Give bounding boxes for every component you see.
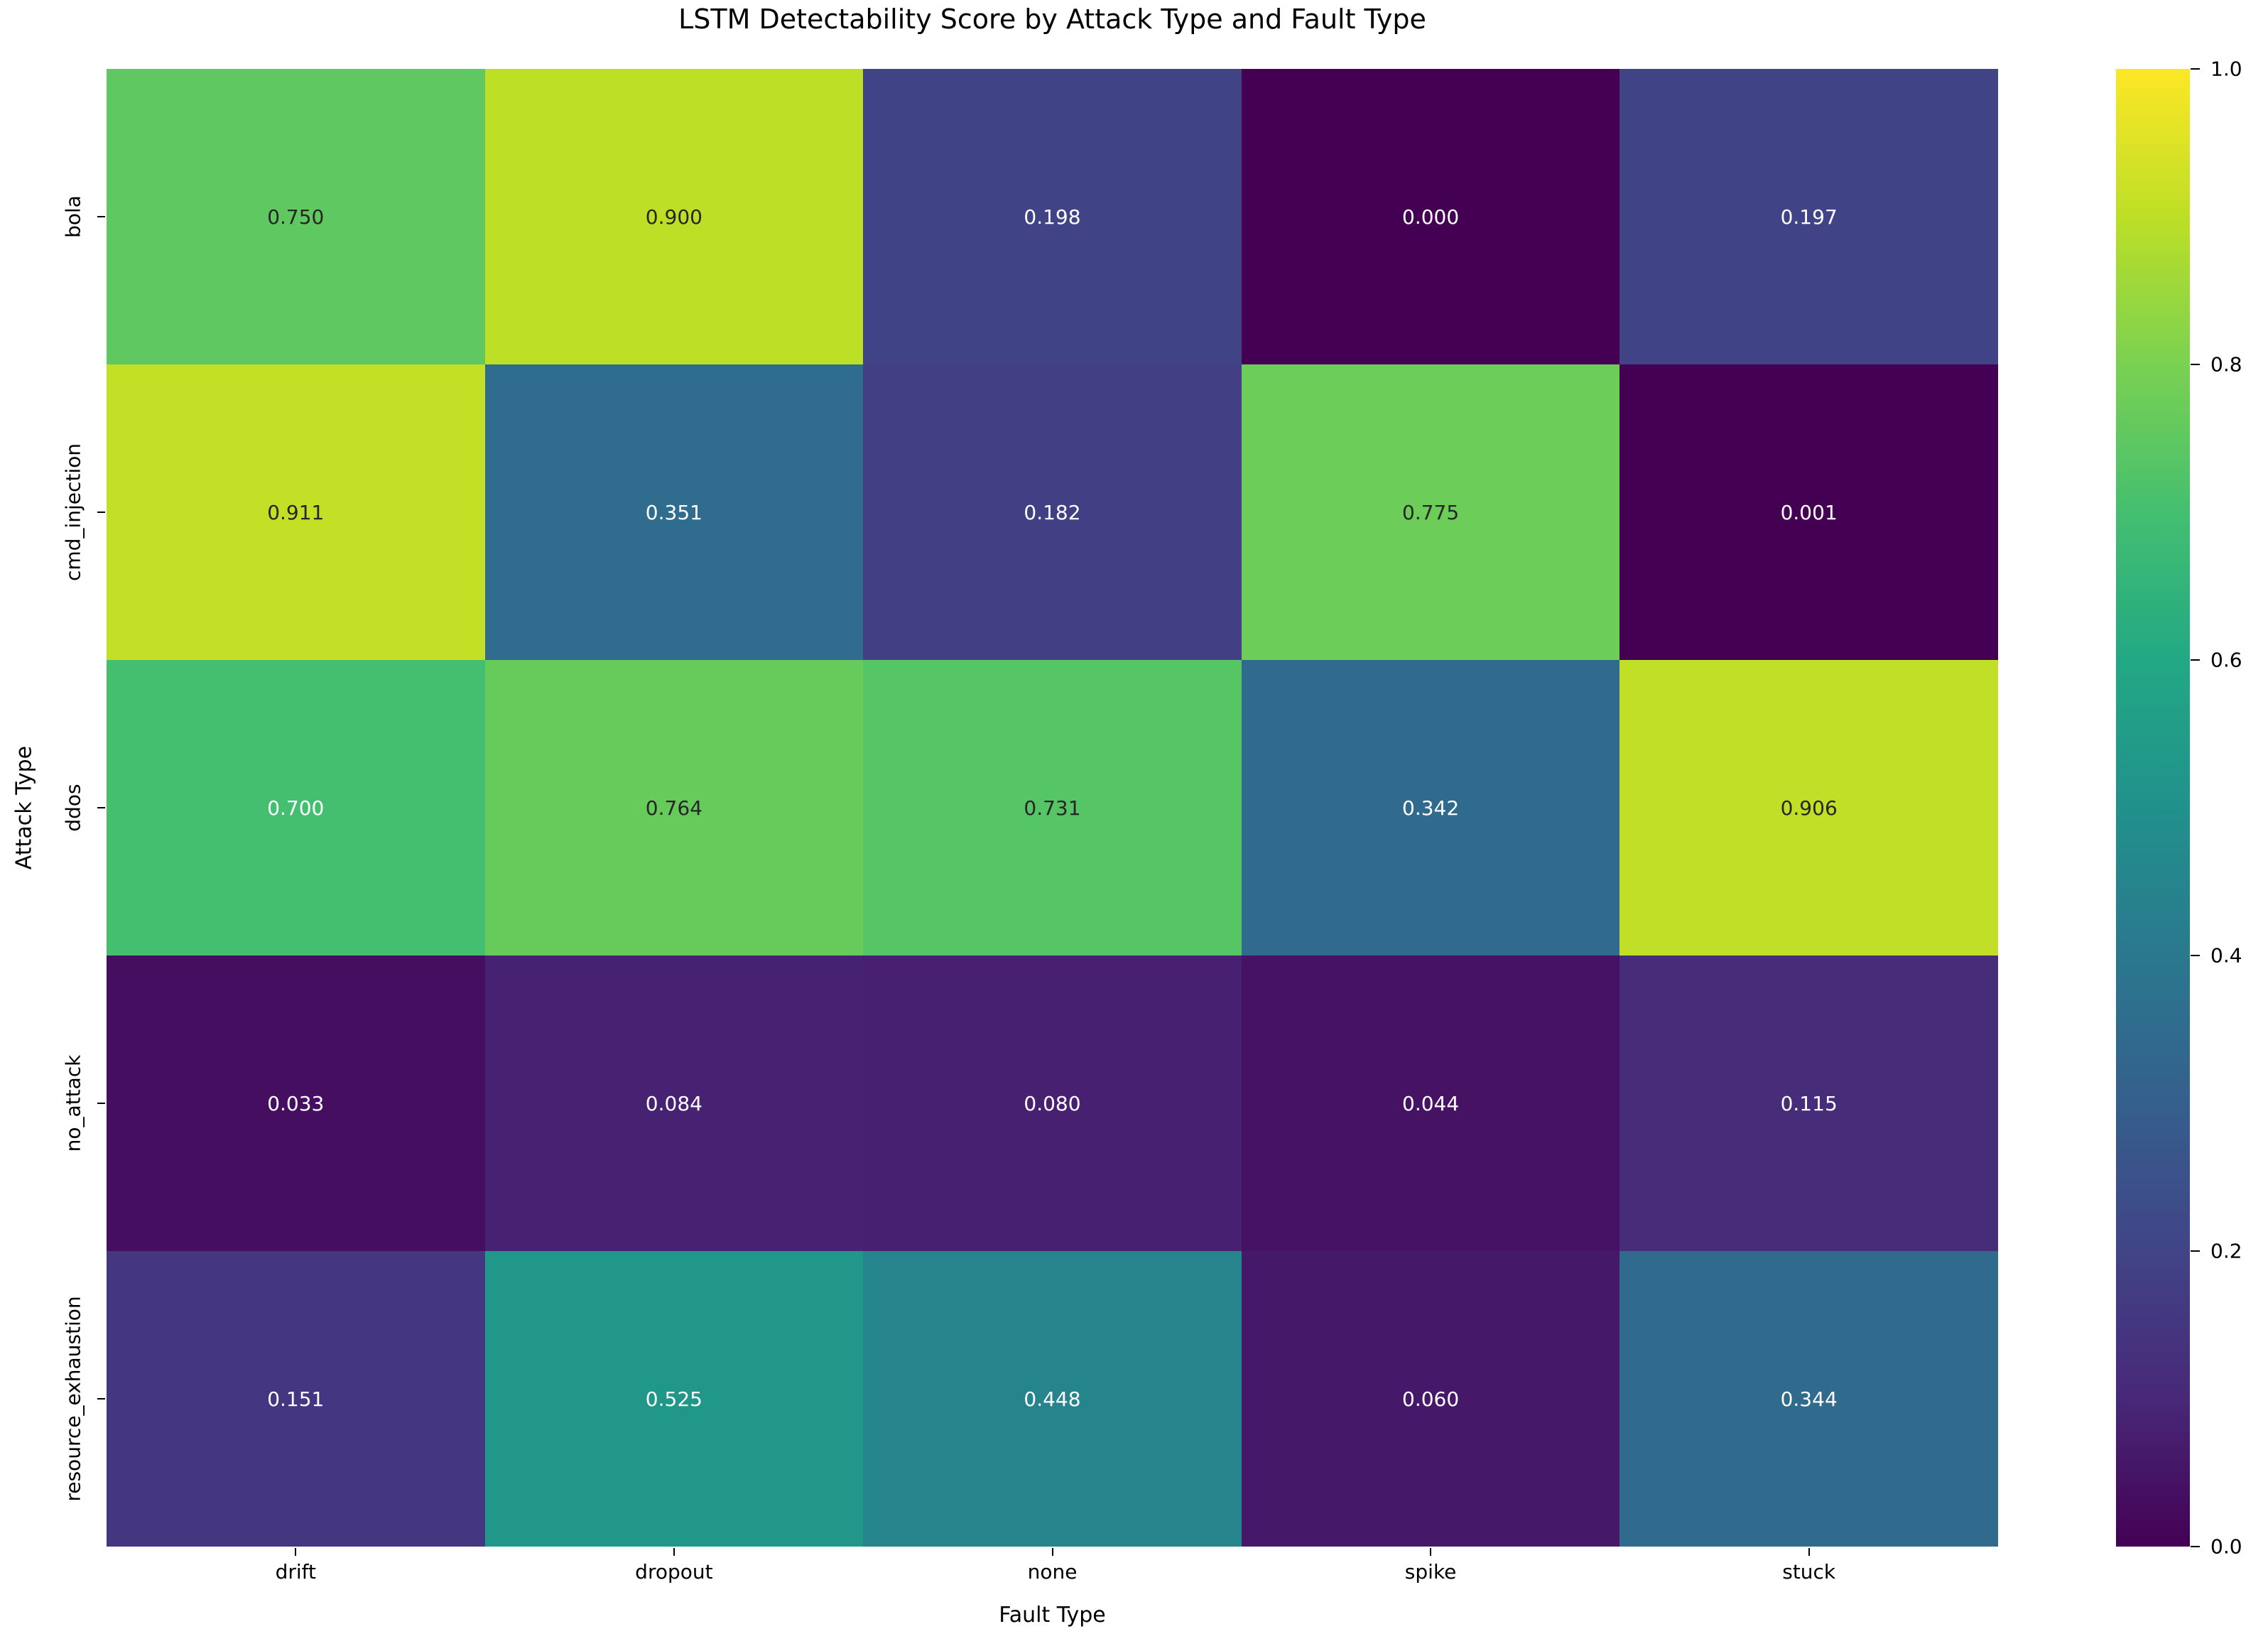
- heatmap-cell: 0.000: [1241, 69, 1620, 364]
- cell-value: 0.060: [1402, 1387, 1460, 1411]
- cell-value: 0.198: [1024, 205, 1081, 229]
- x-tick-label: drift: [275, 1560, 317, 1584]
- tick-mark: [295, 1548, 297, 1556]
- cell-value: 0.044: [1402, 1091, 1460, 1115]
- heatmap-cell: 0.198: [863, 69, 1242, 364]
- colorbar-tick-mark: [2191, 68, 2200, 70]
- heatmap-cell: 0.764: [484, 660, 864, 956]
- y-tick-label: cmd_injection: [61, 443, 85, 582]
- tick-mark: [673, 1548, 675, 1556]
- cell-value: 0.151: [267, 1387, 325, 1411]
- colorbar-tick-label: 0.2: [2210, 1239, 2242, 1263]
- colorbar-tick-label: 0.4: [2210, 943, 2242, 968]
- heatmap-cell: 0.750: [107, 69, 485, 364]
- tick-mark: [97, 1103, 105, 1104]
- cell-value: 0.775: [1402, 500, 1460, 524]
- tick-mark: [97, 511, 105, 513]
- tick-mark: [1430, 1548, 1432, 1556]
- x-tick-label: dropout: [635, 1560, 713, 1584]
- colorbar-tick-mark: [2191, 955, 2200, 956]
- colorbar-tick-label: 0.6: [2210, 648, 2242, 672]
- heatmap-grid: 0.750 0.900 0.198 0.000 0.197 0.911 0.351 0.182…: [107, 69, 1998, 1547]
- heatmap-cell: 0.700: [107, 660, 485, 956]
- cell-value: 0.001: [1780, 500, 1838, 524]
- tick-mark: [97, 1398, 105, 1400]
- cell-value: 0.342: [1402, 796, 1460, 820]
- x-tick-label: none: [1027, 1560, 1078, 1584]
- heatmap-cell: 0.182: [863, 364, 1242, 660]
- colorbar-tick-mark: [2191, 1546, 2200, 1547]
- heatmap-cell: 0.900: [484, 69, 864, 364]
- colorbar-tick-mark: [2191, 364, 2200, 365]
- x-axis-label: Fault Type: [999, 1603, 1106, 1628]
- heatmap-cell: 0.342: [1241, 660, 1620, 956]
- heatmap-cell: 0.906: [1619, 660, 1998, 956]
- cell-value: 0.080: [1024, 1091, 1081, 1115]
- heatmap-cell: 0.775: [1241, 364, 1620, 660]
- x-tick-label: stuck: [1782, 1560, 1836, 1584]
- tick-mark: [1808, 1548, 1810, 1556]
- heatmap-cell: 0.044: [1241, 956, 1620, 1251]
- cell-value: 0.351: [645, 500, 702, 524]
- y-tick-label: ddos: [61, 784, 85, 832]
- cell-value: 0.084: [645, 1091, 702, 1115]
- colorbar-tick-mark: [2191, 1250, 2200, 1252]
- heatmap-cell: 0.448: [863, 1251, 1242, 1547]
- cell-value: 0.700: [267, 796, 325, 820]
- heatmap-cell: 0.911: [107, 364, 485, 660]
- y-tick-label: bola: [61, 195, 85, 238]
- cell-value: 0.911: [267, 500, 325, 524]
- y-tick-label: no_attack: [61, 1054, 85, 1152]
- heatmap-cell: 0.080: [863, 956, 1242, 1251]
- cell-value: 0.000: [1402, 205, 1460, 229]
- cell-value: 0.448: [1024, 1387, 1081, 1411]
- colorbar-tick-label: 0.8: [2210, 352, 2242, 377]
- y-axis-label: Attack Type: [11, 745, 37, 870]
- tick-mark: [97, 216, 105, 217]
- colorbar-tick-mark: [2191, 659, 2200, 661]
- cell-value: 0.750: [267, 205, 325, 229]
- colorbar: [2116, 69, 2190, 1547]
- cell-value: 0.731: [1024, 796, 1081, 820]
- cell-value: 0.525: [645, 1387, 702, 1411]
- chart-title: LSTM Detectability Score by Attack Type …: [678, 4, 1426, 35]
- tick-mark: [97, 807, 105, 808]
- cell-value: 0.900: [645, 205, 702, 229]
- cell-value: 0.115: [1780, 1091, 1838, 1115]
- cell-value: 0.197: [1780, 205, 1838, 229]
- cell-value: 0.033: [267, 1091, 325, 1115]
- y-tick-label: resource_exhaustion: [61, 1296, 85, 1502]
- heatmap-cell: 0.351: [484, 364, 864, 660]
- cell-value: 0.344: [1780, 1387, 1838, 1411]
- heatmap-cell: 0.525: [484, 1251, 864, 1547]
- heatmap-cell: 0.731: [863, 660, 1242, 956]
- x-tick-label: spike: [1404, 1560, 1457, 1584]
- heatmap-cell: 0.060: [1241, 1251, 1620, 1547]
- cell-value: 0.906: [1780, 796, 1838, 820]
- heatmap-cell: 0.001: [1619, 364, 1998, 660]
- tick-mark: [1051, 1548, 1053, 1556]
- heatmap-cell: 0.084: [484, 956, 864, 1251]
- heatmap-cell: 0.151: [107, 1251, 485, 1547]
- heatmap-cell: 0.197: [1619, 69, 1998, 364]
- colorbar-tick-label: 0.0: [2210, 1534, 2242, 1559]
- cell-value: 0.182: [1024, 500, 1081, 524]
- cell-value: 0.764: [645, 796, 702, 820]
- heatmap-cell: 0.344: [1619, 1251, 1998, 1547]
- heatmap-cell: 0.033: [107, 956, 485, 1251]
- colorbar-tick-label: 1.0: [2210, 57, 2242, 81]
- heatmap-cell: 0.115: [1619, 956, 1998, 1251]
